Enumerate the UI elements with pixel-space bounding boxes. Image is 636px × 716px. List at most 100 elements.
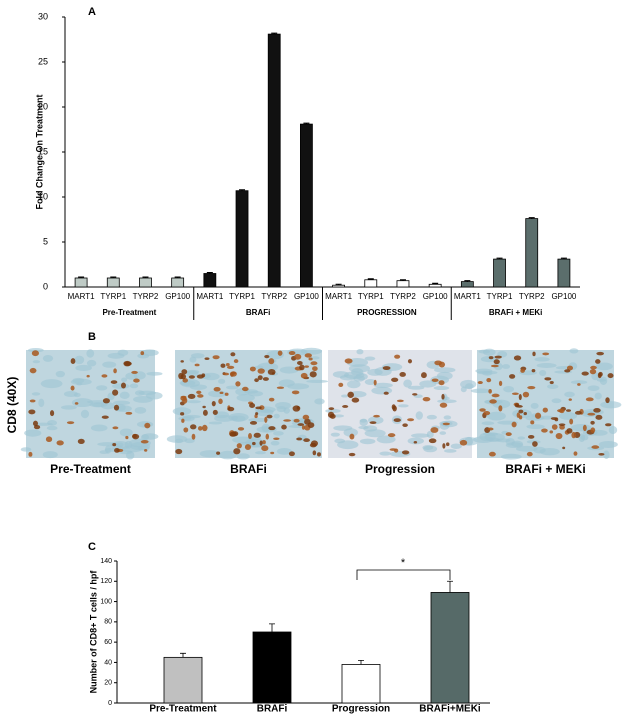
cd8-cell (312, 366, 318, 372)
cd8-cell (344, 358, 353, 364)
stroma (500, 453, 522, 460)
stroma (450, 443, 462, 449)
significance-label: * (401, 557, 406, 569)
stroma (75, 364, 92, 372)
cd8-cell (49, 410, 55, 417)
cd8-cell (493, 359, 500, 365)
y-tick-label: 0 (108, 700, 112, 707)
cd8-cell (181, 369, 188, 375)
cd8-cell (591, 445, 600, 449)
cd8-cell (112, 426, 119, 430)
cd8-cell (598, 452, 605, 456)
stroma (275, 402, 291, 410)
cd8-cell (237, 427, 245, 431)
x-tick-label: GP100 (423, 292, 448, 301)
stroma (129, 383, 139, 389)
cd8-cell (434, 360, 443, 366)
cd8-cell (204, 357, 210, 360)
stroma (261, 423, 271, 433)
cd8-cell (523, 412, 527, 416)
y-tick-label: 30 (38, 11, 48, 21)
stroma (434, 367, 456, 373)
cd8-cell (86, 374, 90, 378)
cd8-cell (596, 351, 604, 356)
stroma (231, 415, 238, 421)
stroma (134, 390, 145, 396)
stroma (86, 359, 97, 367)
cd8-cell (304, 353, 312, 358)
stroma (273, 413, 280, 419)
cd8-cell (144, 422, 151, 429)
stroma (55, 370, 66, 378)
error-bar (399, 279, 406, 281)
cd8-cell (573, 451, 578, 456)
stroma (186, 400, 201, 404)
stroma (501, 364, 511, 369)
panel-label: B (88, 331, 96, 343)
error-bar (78, 276, 85, 278)
stroma (364, 356, 376, 361)
cd8-cell (498, 380, 503, 387)
stroma (74, 355, 85, 365)
cd8-cell (407, 418, 415, 422)
cd8-cell (292, 405, 301, 412)
stroma (353, 375, 365, 382)
x-tick-label: GP100 (165, 292, 190, 301)
error-bar (269, 623, 275, 632)
y-tick-label: 20 (38, 101, 48, 111)
cd8-cell (522, 391, 530, 398)
stroma (487, 437, 500, 442)
cd8-cell (276, 386, 285, 389)
cd8-cell (28, 451, 33, 457)
bar (139, 277, 152, 288)
stroma (398, 404, 409, 408)
cd8-cell (227, 406, 235, 412)
cd8-cell (252, 441, 256, 446)
cd8-cell (590, 365, 597, 370)
stroma (96, 385, 108, 391)
cd8-cell (249, 402, 256, 408)
cd8-cell (180, 412, 185, 416)
cd8-cell (589, 368, 597, 375)
cd8-cell (31, 350, 40, 357)
cd8-cell (389, 448, 397, 451)
stroma (102, 361, 117, 368)
group-label: BRAFi + MEKi (489, 308, 543, 317)
cd8-cell (233, 448, 241, 455)
stroma (347, 380, 361, 389)
cd8-cell (144, 449, 148, 452)
cd8-cell (194, 363, 200, 367)
stroma (270, 440, 280, 446)
cd8-cell (542, 352, 550, 356)
y-tick-label: 60 (104, 639, 112, 646)
stroma (189, 384, 208, 390)
stroma (330, 432, 340, 437)
cd8-cell (293, 418, 300, 423)
cd8-cell (459, 439, 468, 446)
cd8-cell (430, 427, 439, 433)
panel-label: C (88, 541, 96, 553)
y-tick-label: 20 (104, 680, 112, 687)
cd8-cell (513, 355, 522, 361)
cd8-cell (544, 377, 552, 381)
cd8-cell (304, 365, 309, 368)
cd8-cell (407, 359, 413, 364)
image-caption: Progression (365, 462, 435, 476)
bar (525, 218, 539, 288)
error-bar (174, 276, 181, 278)
stroma (255, 451, 266, 455)
cd8-cell (288, 351, 296, 356)
x-tick-label: GP100 (294, 292, 319, 301)
bar (106, 277, 120, 288)
cd8-cell (564, 369, 571, 373)
cd8-cell (257, 368, 265, 374)
stroma (146, 371, 163, 376)
stroma (444, 449, 457, 453)
cd8-cell (394, 354, 401, 359)
x-tick-label: TYRP1 (358, 292, 384, 301)
cd8-cell (605, 423, 612, 427)
cd8-cell (595, 414, 603, 420)
cd8-cell (566, 409, 572, 412)
cd8-cell (29, 367, 37, 374)
stroma (436, 371, 453, 380)
